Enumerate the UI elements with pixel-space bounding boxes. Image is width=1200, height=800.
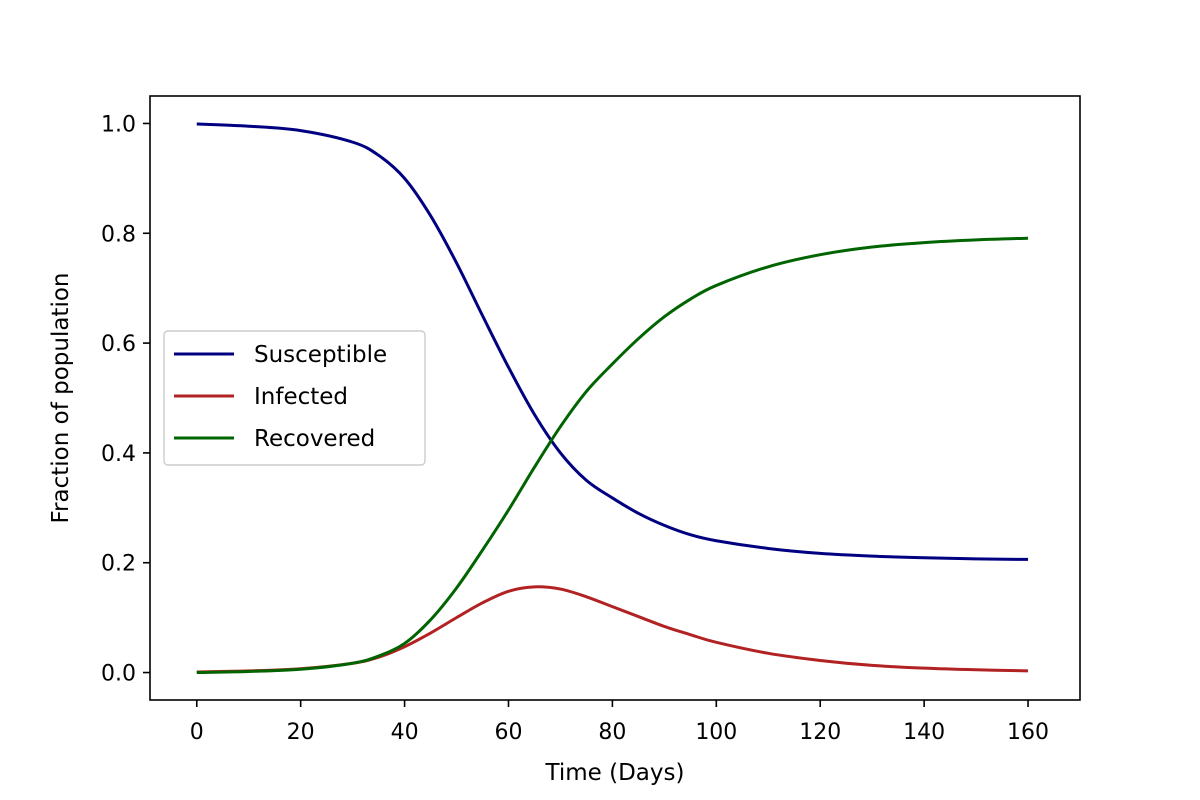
legend-label-recovered: Recovered [254, 426, 375, 452]
y-tick-label: 0.0 [101, 662, 136, 687]
series-line-recovered [196, 236, 1029, 675]
legend: Susceptible Infected Recovered [163, 330, 426, 466]
y-tick-label: 1.0 [101, 112, 136, 137]
x-tick-label: 40 [391, 720, 419, 745]
series-line-infected [196, 585, 1029, 674]
x-tick-label: 20 [287, 720, 315, 745]
x-tick-label: 0 [190, 720, 204, 745]
y-tick-label: 0.2 [101, 552, 136, 577]
x-tick-label: 80 [598, 720, 626, 745]
y-tick-label: 0.8 [101, 222, 136, 247]
x-tick-label: 160 [1007, 720, 1049, 745]
x-tick-label: 140 [903, 720, 945, 745]
y-tick-label: 0.4 [101, 442, 136, 467]
y-axis-label: Fraction of population [48, 273, 74, 524]
series-layer [196, 122, 1029, 675]
x-tick-label: 100 [695, 720, 737, 745]
y-tick-label: 0.6 [101, 332, 136, 357]
legend-label-infected: Infected [254, 384, 348, 410]
legend-label-susceptible: Susceptible [254, 342, 387, 368]
y-axis: 0.0 0.2 0.4 0.6 0.8 1.0 [101, 112, 150, 687]
x-tick-label: 60 [494, 720, 522, 745]
x-axis: 0 20 40 60 80 100 120 140 160 [190, 700, 1049, 745]
plot-frame [149, 95, 1081, 701]
x-tick-label: 120 [799, 720, 841, 745]
series-line-susceptible [196, 122, 1029, 561]
x-axis-label: Time (Days) [545, 760, 685, 786]
legend-box [163, 330, 426, 466]
